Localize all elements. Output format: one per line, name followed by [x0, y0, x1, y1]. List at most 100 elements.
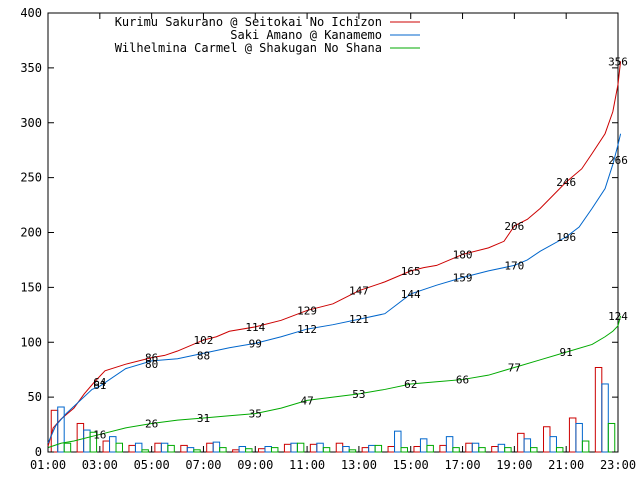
x-tick-label: 15:00 [393, 458, 429, 472]
bars-layer [50, 366, 616, 453]
hourly-bar [296, 442, 305, 453]
y-tick-label: 350 [20, 61, 42, 75]
hourly-bar [491, 446, 499, 453]
hourly-bar [193, 449, 201, 453]
x-tick-label: 09:00 [237, 458, 273, 472]
y-tick-label: 300 [20, 116, 42, 130]
hourly-bar [89, 431, 98, 453]
legend-label: Kurimu Sakurano @ Seitokai No Ichizon [115, 15, 382, 29]
x-tick-label: 23:00 [600, 458, 636, 472]
data-label: 147 [349, 285, 369, 298]
hourly-bar [543, 426, 551, 453]
data-label: 91 [560, 346, 573, 359]
hourly-bar [530, 447, 538, 453]
hourly-bar [452, 447, 460, 453]
hourly-bar [549, 436, 557, 453]
hourly-bar [439, 444, 447, 453]
data-labels-layer: 64 86 102 114 129 147 165 180 206 246 356 61 80 88 99 1… [93, 55, 628, 441]
data-label: 112 [297, 323, 317, 336]
data-label: 266 [608, 154, 628, 167]
ticks-layer: 0 50 100 150 200 250 300 350 400 01:00 03:00 05:00 0… [20, 6, 636, 472]
hourly-bar [581, 440, 590, 453]
y-tick-label: 150 [20, 280, 42, 294]
hourly-bar [575, 422, 583, 453]
hourly-bar [180, 444, 188, 453]
data-label: 16 [93, 428, 106, 441]
hourly-bar [212, 441, 221, 453]
hourly-bar [497, 443, 506, 453]
series-line [47, 61, 622, 447]
legend-label: Saki Amano @ Kanamemo [230, 28, 382, 42]
hourly-bar [102, 440, 111, 453]
hourly-bar [465, 442, 473, 453]
data-label: 180 [453, 248, 473, 261]
y-tick-label: 100 [20, 335, 42, 349]
data-label: 31 [197, 412, 210, 425]
hourly-bar [57, 406, 65, 453]
hourly-bar [115, 442, 123, 453]
hourly-bar [555, 447, 564, 453]
hourly-bar [63, 442, 72, 453]
hourly-bar [206, 442, 214, 453]
hourly-bar [264, 446, 272, 453]
hourly-bar [394, 430, 402, 453]
data-label: 144 [401, 288, 421, 301]
hourly-bar [322, 447, 331, 453]
data-label: 47 [300, 394, 313, 407]
data-label: 99 [249, 337, 262, 350]
legend: Kurimu Sakurano @ Seitokai No IchizonSak… [115, 15, 420, 55]
data-label: 62 [404, 378, 417, 391]
x-tick-label: 01:00 [30, 458, 66, 472]
data-label: 165 [401, 265, 421, 278]
hourly-bar [342, 446, 350, 453]
data-label: 114 [245, 321, 265, 334]
x-tick-label: 05:00 [134, 458, 170, 472]
data-label: 159 [453, 271, 473, 284]
x-tick-label: 13:00 [341, 458, 377, 472]
hourly-bar [219, 447, 227, 453]
x-tick-label: 11:00 [289, 458, 325, 472]
data-label: 77 [508, 361, 521, 374]
data-label: 124 [608, 310, 628, 323]
data-label: 206 [504, 220, 524, 233]
y-tick-label: 250 [20, 171, 42, 185]
x-tick-label: 03:00 [82, 458, 118, 472]
plot-frame [47, 12, 619, 453]
hourly-bar [607, 422, 616, 453]
hourly-bar [594, 366, 603, 453]
hourly-bar [258, 448, 266, 453]
data-label: 356 [608, 55, 628, 68]
data-label: 121 [349, 313, 369, 326]
data-label: 246 [556, 176, 576, 189]
y-tick-label: 400 [20, 6, 42, 20]
series-line [47, 315, 622, 449]
hourly-bar [348, 449, 357, 453]
data-label: 129 [297, 304, 317, 317]
hourly-bar [283, 443, 292, 453]
hourly-bar [186, 447, 195, 453]
hourly-bar [478, 447, 486, 453]
data-label: 170 [504, 259, 524, 272]
hourly-bar [109, 436, 117, 453]
data-label: 80 [145, 358, 158, 371]
hourly-bar [154, 442, 162, 453]
y-tick-label: 0 [35, 445, 42, 459]
data-label: 53 [352, 388, 365, 401]
hourly-bar [335, 442, 344, 453]
series-line [47, 133, 622, 444]
hourly-bar [601, 383, 609, 453]
y-tick-label: 50 [28, 390, 42, 404]
data-label: 35 [249, 408, 262, 421]
hourly-bar [238, 446, 247, 453]
data-label: 64 [93, 376, 107, 389]
hourly-bar [128, 444, 136, 453]
data-label: 88 [197, 349, 210, 362]
hourly-bar [167, 444, 175, 453]
hourly-bar [270, 447, 279, 453]
data-label: 196 [556, 231, 576, 244]
hourly-bar [134, 442, 143, 453]
hourly-bar [290, 442, 298, 453]
y-tick-label: 200 [20, 226, 42, 240]
hourly-bar [368, 444, 376, 453]
